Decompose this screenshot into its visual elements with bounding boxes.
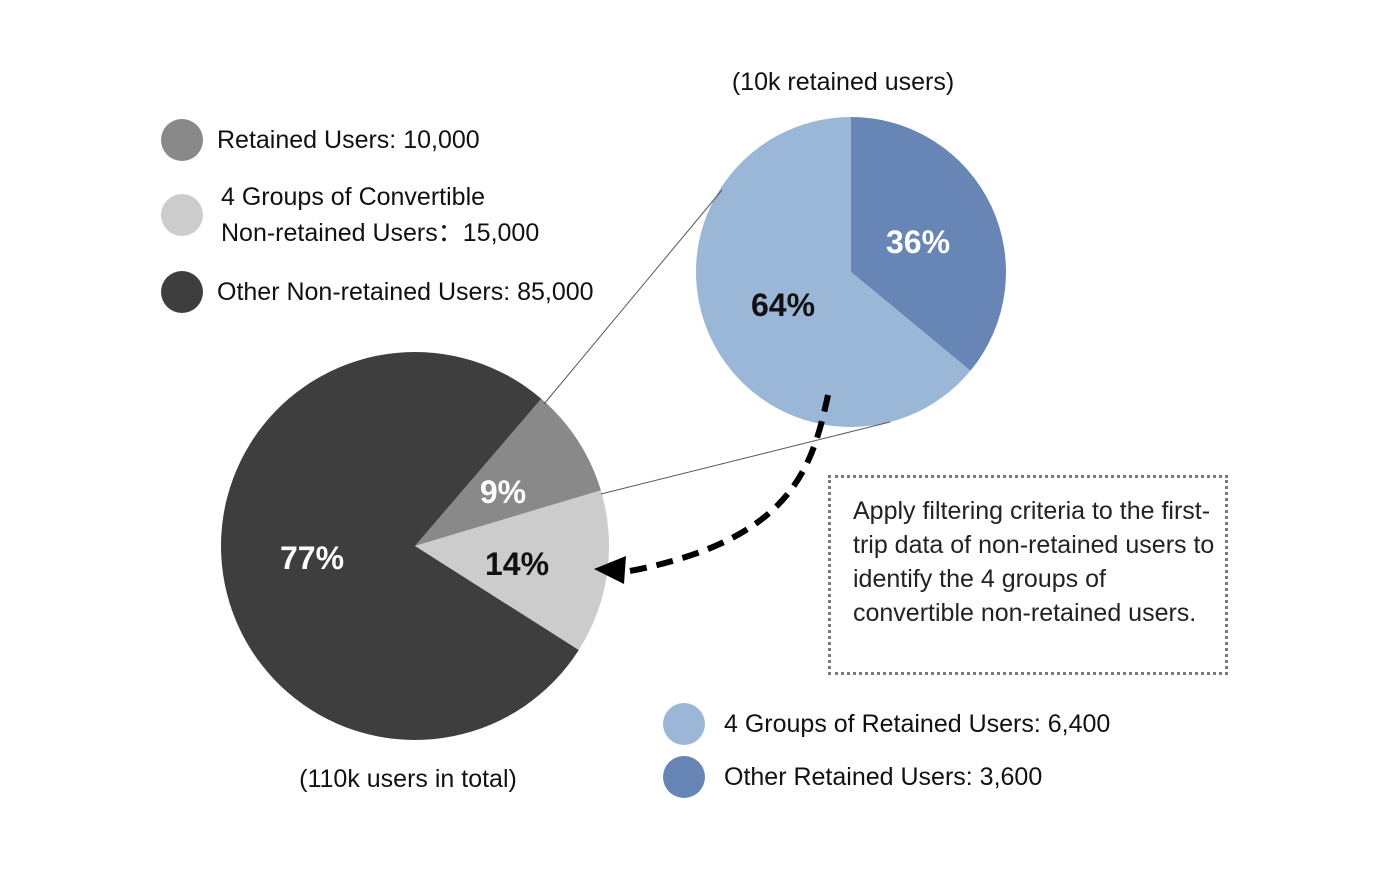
legend-label-other-non-retained: Other Non-retained Users: 85,000 [217, 278, 594, 306]
legend-swatch-retained [161, 119, 203, 161]
pie-label-other_non_retained: 77% [280, 540, 344, 576]
main-pie: 9% 14% 77% [220, 351, 609, 740]
legend-item-four-groups-retained: 4 Groups of Retained Users: 6,400 [663, 703, 1110, 745]
retained-pie-caption: (10k retained users) [731, 68, 955, 96]
legend-swatch-other-non-retained [161, 271, 203, 313]
legend-item-convertible: 4 Groups of Convertible Non-retained Use… [161, 179, 539, 251]
legend-item-other-non-retained: Other Non-retained Users: 85,000 [161, 271, 594, 313]
filtering-note-box: Apply filtering criteria to the first-tr… [828, 475, 1228, 675]
pie-label-four_groups_retained: 64% [751, 287, 815, 323]
connector-line-lower [600, 421, 891, 495]
pie-label-convertible: 14% [485, 546, 549, 582]
main-pie-caption: (110k users in total) [299, 765, 517, 793]
legend-label-other-retained: Other Retained Users: 3,600 [724, 763, 1043, 791]
dashed-arrow-curve [629, 394, 831, 574]
pie-label-other_retained: 36% [886, 224, 950, 260]
pie-slice-four_groups_retained [695, 117, 971, 427]
legend-swatch-convertible [161, 194, 203, 236]
pie-slice-other_retained [851, 117, 1006, 371]
legend-label-retained: Retained Users: 10,000 [217, 126, 480, 154]
pie-label-retained: 9% [480, 474, 526, 510]
filtering-note-text: Apply filtering criteria to the first-tr… [853, 497, 1215, 627]
legend-swatch-four-groups-retained [663, 703, 705, 745]
pie-slice-other_non_retained [220, 351, 579, 740]
retained-pie: 36% 64% [695, 117, 1006, 427]
connector-line-upper [543, 189, 723, 405]
pie-slice-convertible [415, 490, 609, 651]
pie-slice-retained [415, 398, 601, 546]
arrow-head-icon [594, 556, 626, 584]
legend-label-convertible: 4 Groups of Convertible Non-retained Use… [221, 183, 540, 247]
legend-item-other-retained: Other Retained Users: 3,600 [663, 756, 1042, 798]
legend-swatch-other-retained [663, 756, 705, 798]
legend-item-retained: Retained Users: 10,000 [161, 119, 480, 161]
legend-label-four-groups-retained: 4 Groups of Retained Users: 6,400 [724, 710, 1111, 738]
